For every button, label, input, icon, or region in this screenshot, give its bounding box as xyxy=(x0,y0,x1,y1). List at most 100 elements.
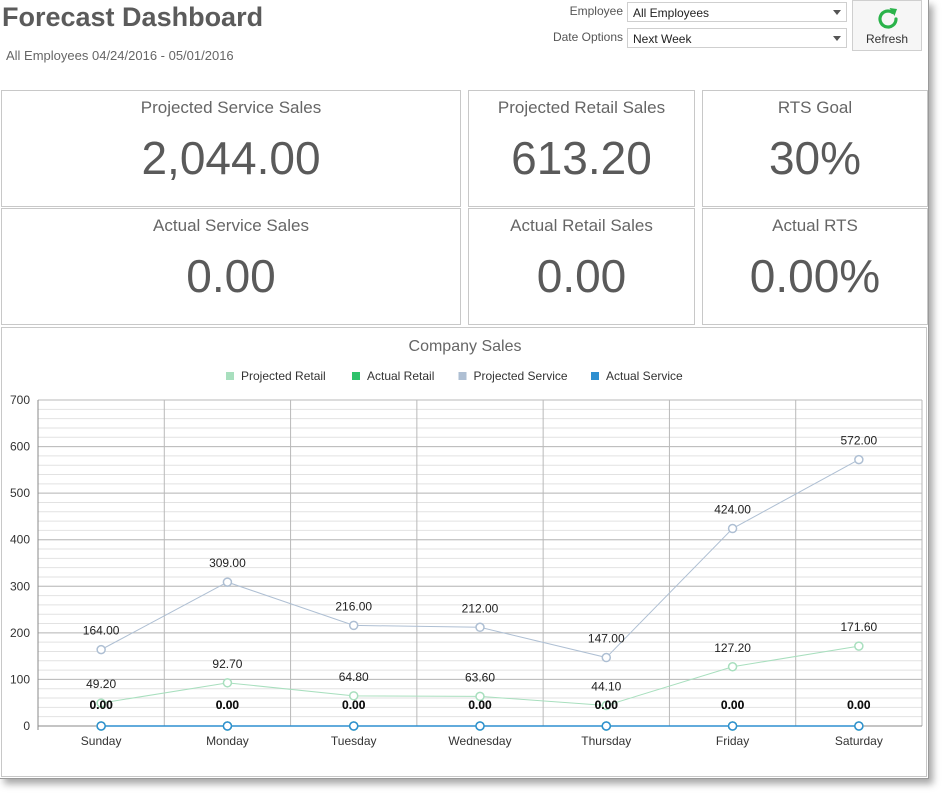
legend-entry: Actual Retail xyxy=(367,369,434,383)
data-label: 164.00 xyxy=(83,624,120,638)
data-label: 216.00 xyxy=(335,599,372,613)
date-options-label: Date Options xyxy=(552,30,623,44)
tile-value: 30% xyxy=(768,132,862,184)
data-point xyxy=(601,700,612,711)
x-tick-label: Sunday xyxy=(81,734,122,748)
y-tick-label: 400 xyxy=(10,533,30,547)
data-point xyxy=(475,721,485,731)
data-label: 424.00 xyxy=(714,503,751,517)
data-point xyxy=(854,721,864,731)
data-label: 309.00 xyxy=(209,556,246,570)
data-point xyxy=(475,691,485,702)
data-point xyxy=(727,721,738,731)
data-point xyxy=(601,652,612,663)
data-point xyxy=(348,691,359,701)
y-tick-label: 700 xyxy=(10,393,30,407)
employee-select-value: All Employees xyxy=(633,6,710,20)
data-point xyxy=(601,721,612,731)
tile-label: Actual Retail Sales xyxy=(510,216,653,235)
data-point xyxy=(96,698,106,708)
data-label: 572.00 xyxy=(841,434,878,448)
company-sales-chart-panel: Company Sales Projected Retail Actual Reta… xyxy=(1,327,927,777)
tile-actual-retail-sales: Actual Retail Sales 0.00 xyxy=(468,208,695,325)
date-range-subtitle: All Employees 04/24/2016 - 05/01/2016 xyxy=(6,48,234,63)
tile-label: Actual RTS xyxy=(772,216,858,235)
data-label: 63.60 xyxy=(465,670,495,684)
x-tick-label: Thursday xyxy=(581,734,631,748)
refresh-icon xyxy=(878,8,898,29)
refresh-button-label: Refresh xyxy=(865,32,909,46)
tile-label: RTS Goal xyxy=(777,98,853,117)
data-label: 171.60 xyxy=(841,620,878,634)
y-tick-label: 0 xyxy=(23,719,30,733)
data-label: 127.20 xyxy=(714,641,751,655)
data-point xyxy=(222,678,233,688)
y-tick-label: 100 xyxy=(10,672,30,686)
data-label: 0.00 xyxy=(721,698,745,712)
data-label: 0.00 xyxy=(595,698,619,712)
legend-entry: Actual Service xyxy=(606,369,683,383)
data-label: 49.20 xyxy=(86,677,116,691)
tile-value: 2,044.00 xyxy=(141,132,321,184)
tile-value: 0.00 xyxy=(186,250,276,302)
x-tick-label: Monday xyxy=(206,734,249,748)
chevron-down-icon xyxy=(833,36,841,41)
y-tick-label: 500 xyxy=(10,486,30,500)
data-label: 0.00 xyxy=(342,698,366,712)
legend-swatch xyxy=(226,372,234,380)
legend-entry: Projected Service xyxy=(474,369,568,383)
data-point xyxy=(222,577,233,587)
y-tick-label: 200 xyxy=(10,626,30,640)
data-point xyxy=(475,622,485,633)
data-point xyxy=(348,721,359,731)
data-label: 0.00 xyxy=(468,698,492,712)
employee-select[interactable]: All Employees xyxy=(627,2,847,22)
legend-swatch xyxy=(458,372,467,380)
tile-label: Projected Retail Sales xyxy=(497,98,666,117)
data-point xyxy=(727,662,738,672)
x-tick-label: Friday xyxy=(716,734,749,748)
tile-label: Projected Service Sales xyxy=(140,98,322,117)
tile-value: 0.00% xyxy=(749,250,881,302)
data-label: 0.00 xyxy=(342,698,366,712)
data-label: 0.00 xyxy=(847,698,871,712)
legend-swatch xyxy=(591,372,599,380)
x-tick-label: Tuesday xyxy=(331,734,377,748)
data-label: 0.00 xyxy=(721,698,745,712)
tile-value: 0.00 xyxy=(536,250,627,302)
data-point xyxy=(348,620,359,631)
data-point xyxy=(854,641,864,651)
data-label: 0.00 xyxy=(89,698,113,712)
data-label: 0.00 xyxy=(89,698,113,712)
tile-rts-goal: RTS Goal 30% xyxy=(702,90,928,207)
data-label: 64.80 xyxy=(339,670,369,684)
data-label: 0.00 xyxy=(847,698,871,712)
refresh-button[interactable]: Refresh xyxy=(852,0,922,51)
tile-label: Actual Service Sales xyxy=(153,216,309,235)
legend-swatch xyxy=(352,372,360,380)
chevron-down-icon xyxy=(833,10,841,15)
tile-projected-retail-sales: Projected Retail Sales 613.20 xyxy=(468,90,695,207)
date-options-value: Next Week xyxy=(633,32,692,46)
data-point xyxy=(222,721,233,731)
data-point xyxy=(854,454,864,465)
employee-label: Employee xyxy=(569,4,623,18)
data-label: 0.00 xyxy=(216,698,240,712)
y-tick-label: 600 xyxy=(10,440,30,454)
data-point xyxy=(96,721,106,731)
dashboard-window: Forecast Dashboard All Employees 04/24/2… xyxy=(0,0,929,779)
data-label: 212.00 xyxy=(462,601,499,615)
tile-value: 613.20 xyxy=(511,132,652,184)
legend-entry: Projected Retail xyxy=(241,369,326,383)
date-options-select[interactable]: Next Week xyxy=(627,28,847,48)
data-label: 92.70 xyxy=(212,657,242,671)
y-tick-label: 300 xyxy=(10,579,30,593)
tile-projected-service-sales: Projected Service Sales 2,044.00 xyxy=(1,90,461,207)
data-label: 0.00 xyxy=(468,698,492,712)
tile-actual-service-sales: Actual Service Sales 0.00 xyxy=(1,208,461,325)
data-label: 147.00 xyxy=(588,632,625,646)
data-label: 44.10 xyxy=(591,679,621,693)
tile-actual-rts: Actual RTS 0.00% xyxy=(702,208,928,325)
company-sales-chart: Company Sales Projected Retail Actual Reta… xyxy=(10,338,923,748)
chart-title: Company Sales xyxy=(409,338,522,355)
